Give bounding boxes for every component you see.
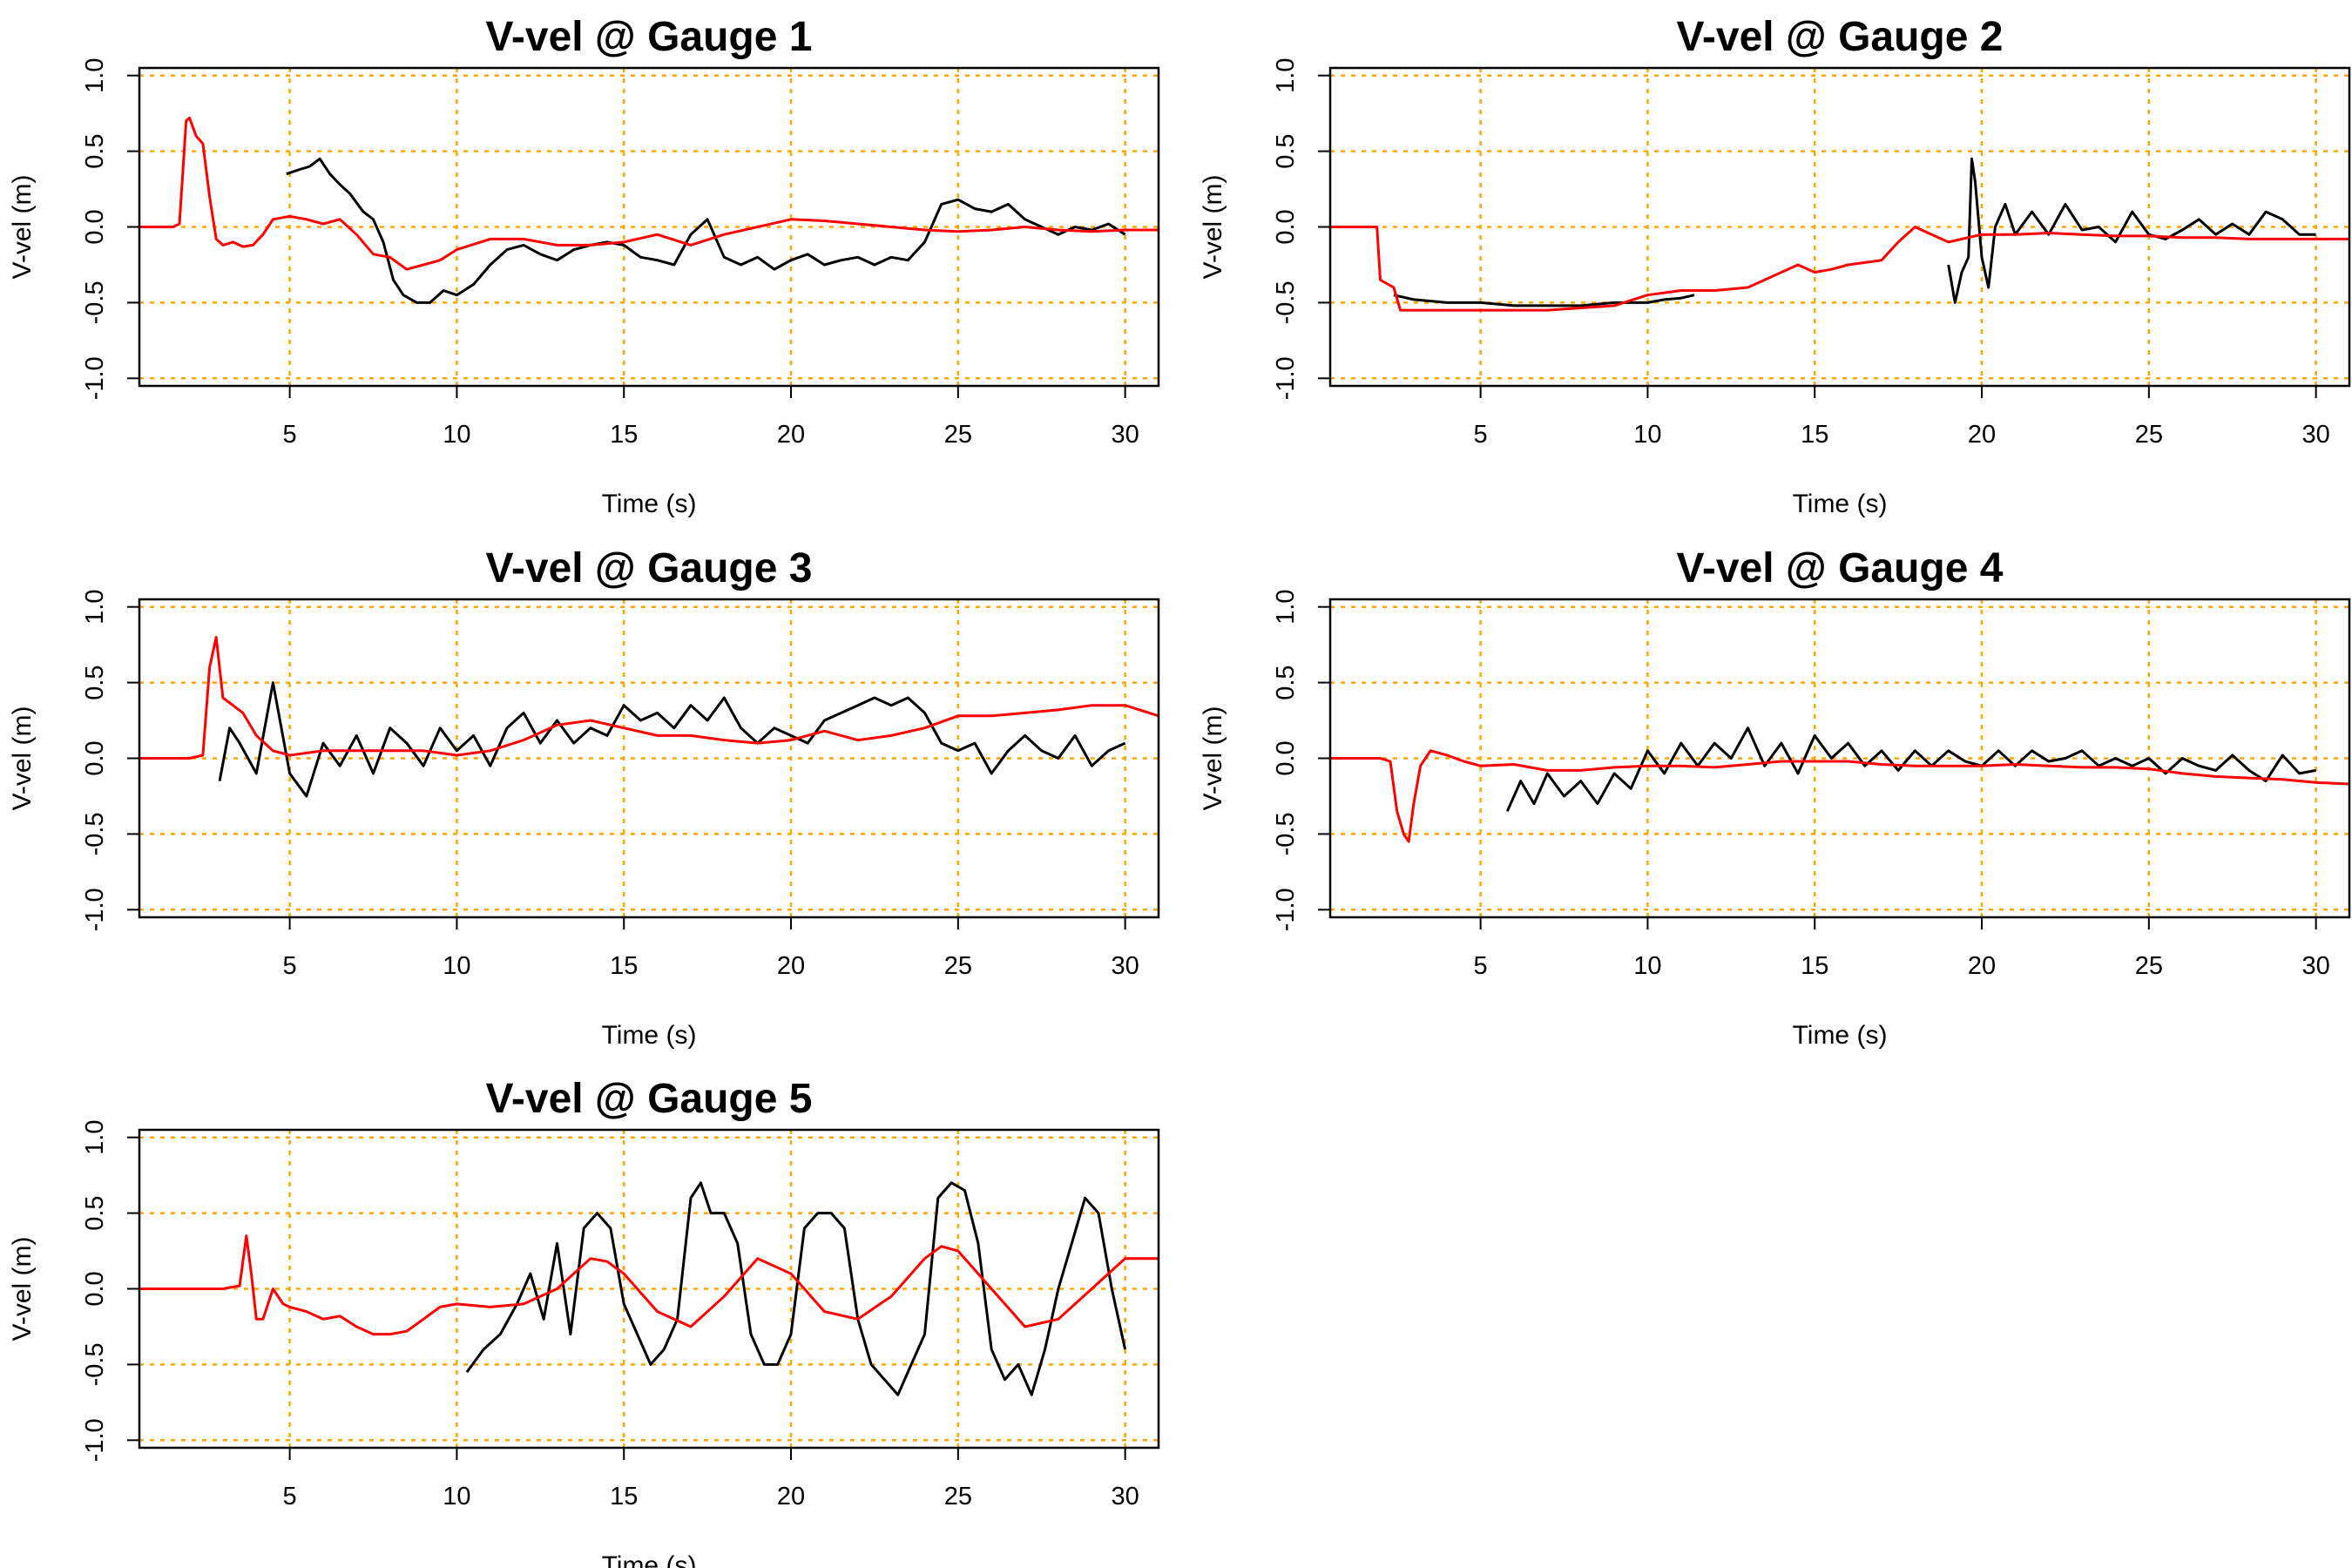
- x-tick-label: 25: [944, 952, 972, 980]
- y-tick-label: -1.0: [1272, 888, 1300, 931]
- chart-title: V-vel @ Gauge 2: [1677, 14, 2004, 60]
- x-tick-label: 5: [1474, 421, 1488, 449]
- y-tick-label: 0.5: [81, 665, 109, 700]
- y-tick-label: 0.0: [81, 209, 109, 244]
- x-axis-label: Time (s): [602, 1021, 697, 1050]
- y-tick-label: -0.5: [1272, 280, 1300, 324]
- x-axis-label: Time (s): [602, 490, 697, 518]
- x-axis-label: Time (s): [1793, 490, 1888, 518]
- y-axis-label: V-vel (m): [8, 1237, 37, 1342]
- y-tick-label: -1.0: [81, 356, 109, 400]
- series-line: [218, 681, 1126, 798]
- y-tick-label: -1.0: [81, 1418, 109, 1462]
- series-line: [1330, 749, 2350, 843]
- x-tick-label: 30: [1112, 421, 1139, 449]
- series-line: [139, 636, 1159, 760]
- series-line: [139, 1234, 1159, 1336]
- series-line: [1505, 727, 2316, 812]
- series-line: [1330, 226, 2349, 312]
- y-tick-label: -1.0: [1272, 356, 1300, 400]
- y-tick-label: 0.0: [81, 740, 109, 775]
- x-tick-label: 15: [610, 1483, 638, 1511]
- x-tick-label: 20: [777, 952, 805, 980]
- x-tick-label: 15: [610, 421, 638, 449]
- y-tick-label: -1.0: [81, 888, 109, 931]
- x-tick-label: 5: [283, 952, 297, 980]
- x-tick-label: 15: [1801, 952, 1828, 980]
- x-tick-label: 5: [283, 421, 297, 449]
- series-line: [1393, 294, 1695, 308]
- y-axis-label: V-vel (m): [8, 706, 37, 811]
- x-tick-label: 10: [1633, 421, 1661, 449]
- x-tick-label: 30: [1112, 952, 1139, 980]
- x-axis-label: Time (s): [602, 1551, 697, 1568]
- x-tick-label: 15: [1801, 421, 1828, 449]
- x-tick-label: 25: [2135, 952, 2163, 980]
- x-tick-label: 15: [610, 952, 638, 980]
- y-axis-label: V-vel (m): [1199, 175, 1227, 280]
- x-tick-label: 25: [944, 1483, 972, 1511]
- x-tick-label: 5: [283, 1483, 297, 1511]
- x-tick-label: 10: [443, 1483, 470, 1511]
- y-tick-label: 0.0: [81, 1271, 109, 1306]
- y-tick-label: 1.0: [81, 1120, 109, 1155]
- chart-title: V-vel @ Gauge 3: [486, 545, 813, 591]
- y-tick-label: 0.5: [81, 1195, 109, 1230]
- x-tick-label: 20: [1968, 421, 1996, 449]
- chart-title: V-vel @ Gauge 1: [486, 14, 813, 60]
- x-tick-label: 25: [944, 421, 972, 449]
- x-tick-label: 25: [2135, 421, 2163, 449]
- y-tick-label: 1.0: [81, 58, 109, 93]
- y-tick-label: 0.0: [1272, 209, 1300, 244]
- series-line: [1947, 157, 2316, 304]
- y-tick-label: 0.5: [1272, 133, 1300, 168]
- x-tick-label: 20: [777, 1483, 805, 1511]
- series-line: [286, 157, 1126, 304]
- y-tick-label: 1.0: [81, 590, 109, 625]
- chart-title: V-vel @ Gauge 5: [486, 1076, 813, 1122]
- y-tick-label: 1.0: [1272, 58, 1300, 93]
- chart-panel-gauge-1: V-vel @ Gauge 1 Time (s) V-vel (m) 5 10 15…: [8, 14, 1160, 518]
- y-tick-label: -0.5: [1272, 812, 1300, 855]
- y-tick-label: 0.0: [1272, 740, 1300, 775]
- y-tick-label: 0.5: [81, 133, 109, 168]
- x-tick-label: 20: [1968, 952, 1996, 980]
- chart-panel-gauge-5: V-vel @ Gauge 5 Time (s) V-vel (m) 5 10 15…: [8, 1076, 1160, 1568]
- x-tick-label: 30: [1112, 1483, 1139, 1511]
- x-tick-label: 10: [443, 952, 470, 980]
- x-tick-label: 5: [1474, 952, 1488, 980]
- x-axis-label: Time (s): [1793, 1021, 1888, 1050]
- x-tick-label: 20: [777, 421, 805, 449]
- y-tick-label: -0.5: [81, 812, 109, 855]
- x-tick-label: 10: [1633, 952, 1661, 980]
- y-tick-label: -0.5: [81, 280, 109, 324]
- x-tick-label: 30: [2302, 952, 2330, 980]
- chart-panel-gauge-4: V-vel @ Gauge 4 Time (s) V-vel (m) 5 10 15…: [1199, 545, 2351, 1050]
- series-line: [139, 116, 1159, 271]
- chart-panel-gauge-3: V-vel @ Gauge 3 Time (s) V-vel (m) 5 10 15…: [8, 545, 1160, 1050]
- chart-panel-gauge-2: V-vel @ Gauge 2 Time (s) V-vel (m) 5 10 15…: [1199, 14, 2351, 518]
- y-tick-label: 1.0: [1272, 590, 1300, 625]
- y-tick-label: -0.5: [81, 1342, 109, 1386]
- y-axis-label: V-vel (m): [1199, 706, 1227, 811]
- x-tick-label: 30: [2302, 421, 2330, 449]
- y-axis-label: V-vel (m): [8, 175, 37, 280]
- chart-title: V-vel @ Gauge 4: [1677, 545, 2004, 591]
- y-tick-label: 0.5: [1272, 665, 1300, 700]
- x-tick-label: 10: [443, 421, 470, 449]
